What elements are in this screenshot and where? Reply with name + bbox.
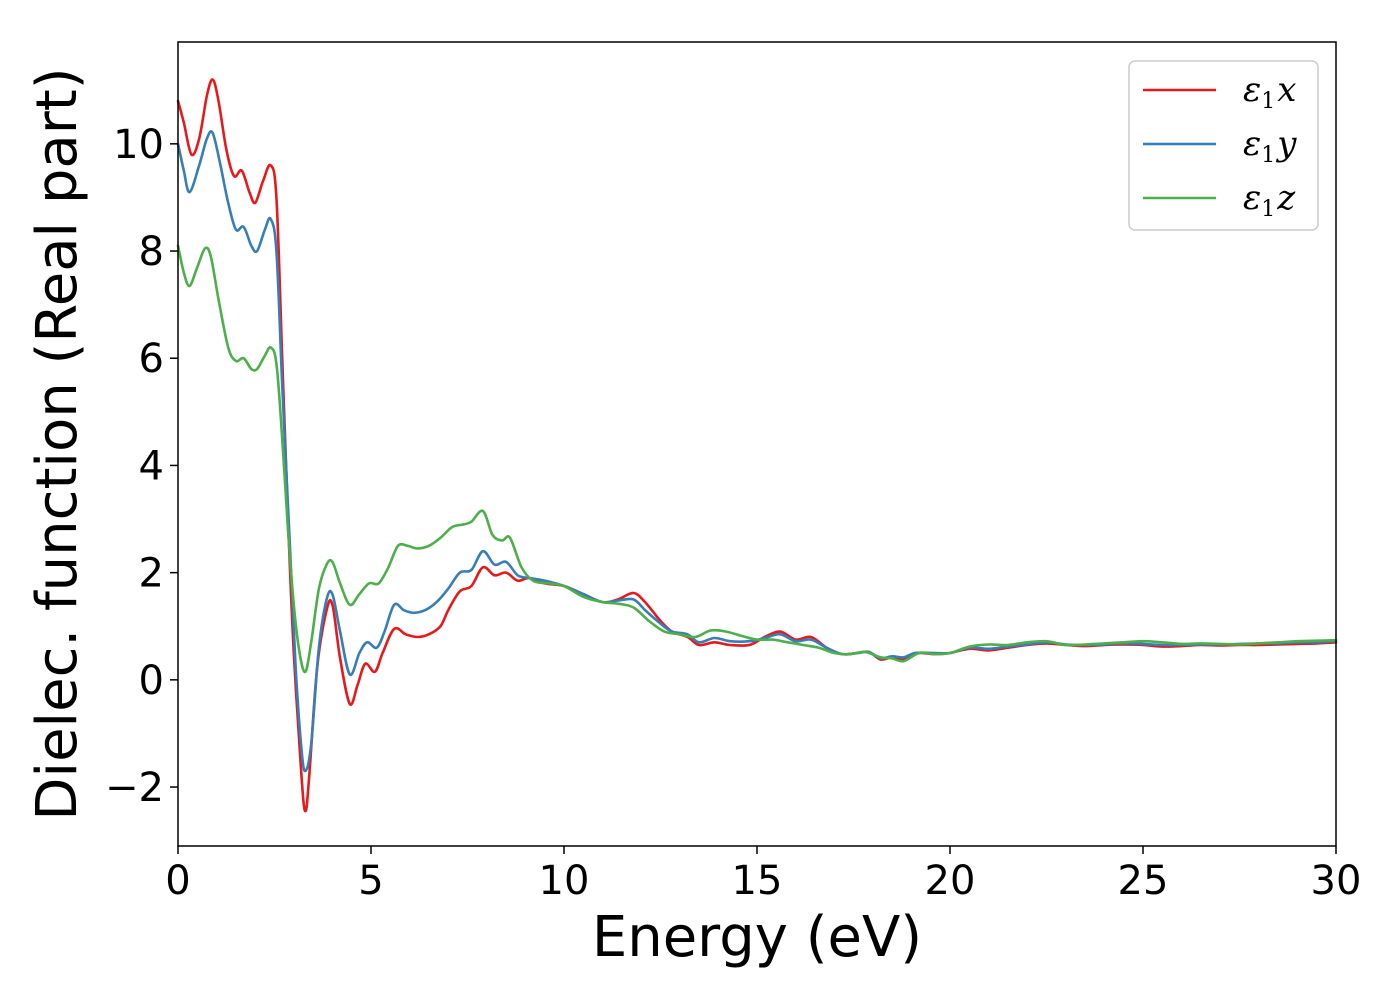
y-tick-label: 2 <box>139 551 164 597</box>
x-tick-label: 15 <box>732 858 783 904</box>
y-tick-label: 0 <box>139 658 164 704</box>
x-tick-label: 20 <box>925 858 976 904</box>
x-tick-label: 10 <box>539 858 590 904</box>
x-tick-label: 5 <box>358 858 383 904</box>
x-tick-label: 0 <box>165 858 190 904</box>
x-axis-title: Energy (eV) <box>592 905 922 970</box>
legend-label-x: ε1x <box>1243 70 1296 114</box>
y-tick-label: 4 <box>139 443 164 489</box>
y-axis: −2 0 2 4 6 8 10 <box>105 122 178 811</box>
legend-box <box>1128 60 1319 231</box>
legend: ε1x ε1y ε1z <box>1128 60 1319 231</box>
series-layer <box>176 78 1338 813</box>
legend-label-z: ε1z <box>1243 178 1296 222</box>
x-axis: 0 5 10 15 20 25 30 <box>165 846 1361 904</box>
y-tick-label: −2 <box>105 765 164 811</box>
legend-label-y: ε1y <box>1243 124 1297 168</box>
y-tick-label: 6 <box>139 336 164 382</box>
series-line-z <box>176 244 1338 674</box>
y-tick-label: 8 <box>139 229 164 275</box>
y-tick-label: 10 <box>113 122 164 168</box>
y-axis-title: Dielec. function (Real part) <box>25 67 90 820</box>
x-tick-label: 25 <box>1118 858 1169 904</box>
x-tick-label: 30 <box>1311 858 1362 904</box>
